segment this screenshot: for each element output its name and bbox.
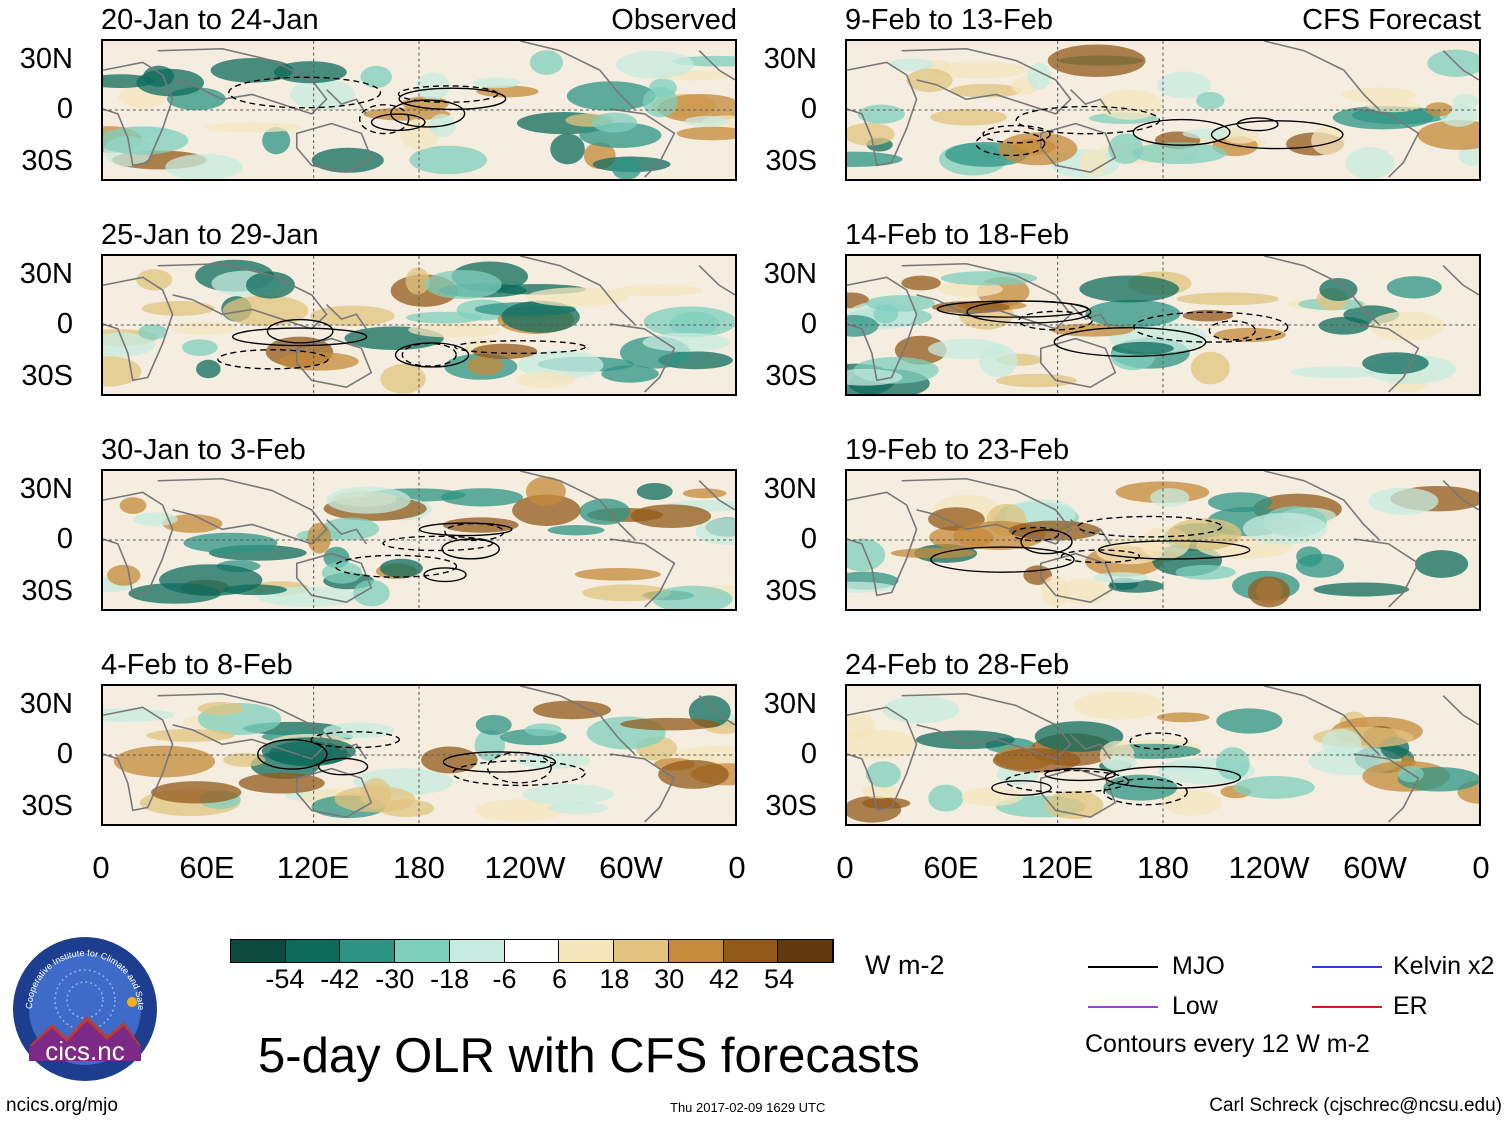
colorbar-label: 42 [709, 964, 740, 994]
lat-label: 30N [763, 473, 817, 505]
panel-title: 25-Jan to 29-Jan [101, 219, 319, 251]
lat-label: 30N [19, 43, 73, 75]
colorbar-label: 6 [551, 964, 567, 994]
legend-label-mjo: MJO [1172, 952, 1225, 980]
lat-label: 30S [765, 145, 817, 177]
lon-label: 60W [1343, 850, 1407, 885]
lon-label: 60W [599, 850, 663, 885]
colorbar-label: 54 [764, 964, 795, 994]
lat-label: 30N [19, 473, 73, 505]
panel-title: 19-Feb to 23-Feb [845, 434, 1070, 466]
lat-label: 30N [763, 43, 817, 75]
colorbar-label: -54 [265, 964, 305, 994]
colorbar-swatch [504, 940, 560, 962]
colorbar [230, 939, 834, 963]
cics-logo: Cooperative Institute for Climate and Sa… [9, 928, 158, 1082]
lat-label: 30S [21, 575, 73, 607]
lon-label: 60E [179, 850, 235, 885]
logo-text: cics.nc [45, 1036, 124, 1066]
colorbar-swatch [668, 940, 724, 962]
legend-label-low: Low [1172, 992, 1218, 1020]
lon-label: 0 [92, 850, 110, 885]
colorbar-swatch [449, 940, 505, 962]
lon-label: 0 [728, 850, 746, 885]
lat-label: 30S [21, 360, 73, 392]
lat-label: 0 [800, 308, 817, 340]
footer-right: Carl Schreck (cjschrec@ncsu.edu) [1209, 1095, 1502, 1116]
lat-label: 0 [800, 93, 817, 125]
panel-title: 14-Feb to 18-Feb [845, 219, 1070, 251]
olr-map-panel [101, 684, 737, 826]
lat-label: 0 [800, 738, 817, 770]
main-title: 5-day OLR with CFS forecasts [258, 1029, 920, 1083]
colorbar-swatch [340, 940, 396, 962]
lon-label: 180 [1137, 850, 1189, 885]
lon-label: 120W [484, 850, 566, 885]
lon-label: 0 [836, 850, 854, 885]
lat-label: 30N [763, 258, 817, 290]
legend-line-low [1088, 1006, 1158, 1008]
panel-title: 4-Feb to 8-Feb [101, 649, 293, 681]
lat-label: 0 [56, 93, 73, 125]
lat-label: 30S [21, 790, 73, 822]
olr-map-panel [845, 39, 1481, 181]
legend-note: Contours every 12 W m-2 [1085, 1030, 1370, 1058]
lat-label: 30S [21, 145, 73, 177]
panel-title: 24-Feb to 28-Feb [845, 649, 1070, 681]
lat-label: 30N [19, 688, 73, 720]
lat-label: 30S [765, 575, 817, 607]
lat-label: 30N [763, 688, 817, 720]
colorbar-swatch [395, 940, 450, 962]
lat-label: 0 [56, 308, 73, 340]
panel-title: 30-Jan to 3-Feb [101, 434, 306, 466]
colorbar-label: 30 [654, 964, 685, 994]
legend-line-er [1312, 1006, 1382, 1008]
colorbar-swatch [614, 940, 669, 962]
olr-map-panel [101, 39, 737, 181]
colorbar-label: -18 [430, 964, 470, 994]
panel-title: 20-Jan to 24-Jan [101, 4, 319, 36]
colorbar-label: 18 [599, 964, 630, 994]
colorbar-swatch [723, 940, 779, 962]
lat-label: 0 [800, 523, 817, 555]
lon-label: 180 [393, 850, 445, 885]
colorbar-units: W m-2 [865, 950, 945, 980]
panel-tag: Observed [611, 4, 737, 36]
legend-line-kelvin [1312, 966, 1382, 968]
colorbar-swatch [231, 940, 286, 962]
colorbar-label: -6 [492, 964, 517, 994]
olr-map-panel [845, 684, 1481, 826]
lat-label: 30N [19, 258, 73, 290]
lon-label: 120E [276, 850, 350, 885]
legend-label-er: ER [1393, 992, 1428, 1020]
lon-label: 60E [923, 850, 979, 885]
colorbar-label: -42 [320, 964, 360, 994]
lon-label: 0 [1472, 850, 1490, 885]
colorbar-swatch [778, 940, 834, 962]
lat-label: 0 [56, 738, 73, 770]
footer-left[interactable]: ncics.org/mjo [6, 1095, 118, 1116]
colorbar-label: -30 [375, 964, 415, 994]
olr-map-panel [101, 254, 737, 396]
lat-label: 30S [765, 790, 817, 822]
footer-center: Thu 2017-02-09 1629 UTC [670, 1100, 826, 1115]
lon-label: 120E [1020, 850, 1094, 885]
lon-label: 120W [1228, 850, 1310, 885]
olr-map-panel [101, 469, 737, 611]
legend-label-kelvin: Kelvin x2 [1393, 952, 1495, 980]
colorbar-swatch [285, 940, 341, 962]
lat-label: 0 [56, 523, 73, 555]
panel-tag: CFS Forecast [1302, 4, 1481, 36]
lat-label: 30S [765, 360, 817, 392]
olr-map-panel [845, 469, 1481, 611]
colorbar-swatch [559, 940, 615, 962]
legend-line-mjo [1088, 966, 1158, 968]
olr-map-panel [845, 254, 1481, 396]
panel-title: 9-Feb to 13-Feb [845, 4, 1053, 36]
